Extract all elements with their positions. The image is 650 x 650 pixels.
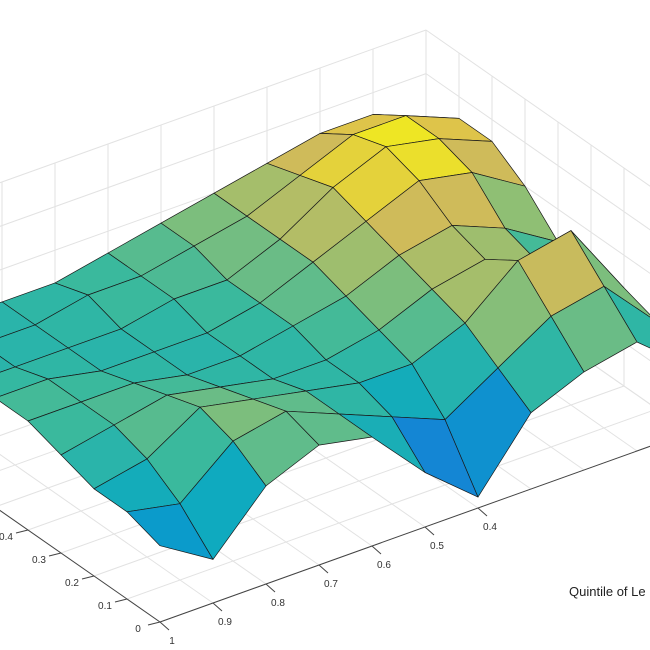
y-tick [114,598,128,603]
wall-grid-line [425,73,650,231]
x-tick [424,526,435,536]
y-tick-label: 0.3 [32,555,46,566]
x-tick [265,583,276,593]
x-tick-label: 0.6 [377,560,391,571]
x-tick [318,564,329,574]
x-tick-label: 0.9 [218,617,232,628]
wall-grid-line [0,29,427,184]
x-tick [212,602,223,612]
y-tick [15,529,29,534]
x-tick-label: 1 [169,636,175,647]
tick-labels: 1 0.9 0.8 0.7 0.6 0.5 0.4 0 0.1 0.2 0.3 0.4 [0,522,497,647]
x-axis-label: Quintile of Le [569,584,646,599]
surface-patch [0,356,16,373]
x-tick [159,621,170,631]
floor-grid-line [126,410,650,600]
y-tick [81,575,95,580]
x-tick [477,507,488,517]
axes [0,445,650,631]
wall-grid-line [0,73,427,227]
y-tick-label: 0.4 [0,532,13,543]
x-tick-label: 0.5 [430,541,444,552]
y-tick-label: 0.1 [98,601,112,612]
x-tick-label: 0.8 [271,598,285,609]
x-tick [371,545,382,555]
y-tick [48,552,62,557]
x-tick-label: 0.4 [483,522,497,533]
x-tick-label: 0.7 [324,579,338,590]
y-tick [147,621,161,626]
wall-grid-line [425,29,650,187]
surface-patch [126,503,214,560]
y-tick-label: 0.2 [65,578,79,589]
surface [0,114,650,560]
y-tick-label: 0 [135,624,141,635]
